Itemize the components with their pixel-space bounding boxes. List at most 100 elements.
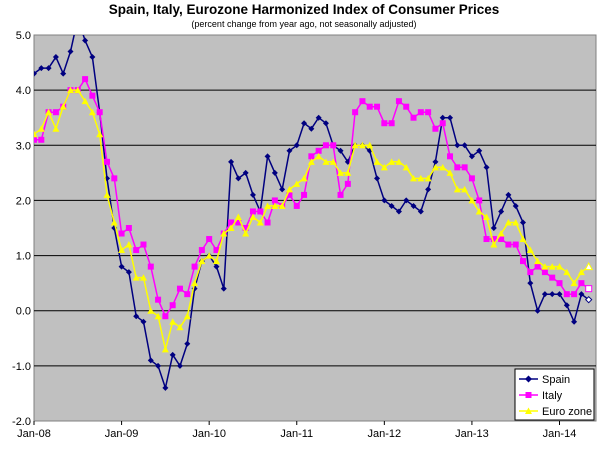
y-tick-label: 3.0 — [16, 140, 31, 152]
legend-marker-italy — [525, 392, 532, 398]
data-point-spain — [169, 351, 176, 358]
data-point-italy — [454, 164, 461, 171]
x-tick-label: Jan-09 — [105, 428, 139, 440]
data-point-italy — [242, 225, 249, 231]
data-point-italy — [34, 136, 37, 143]
data-point-euro-zone — [212, 257, 220, 265]
data-point-spain — [67, 48, 74, 55]
data-point-euro-zone — [431, 163, 439, 171]
data-point-italy — [140, 241, 147, 248]
data-point-italy — [374, 103, 381, 110]
data-point-euro-zone — [366, 141, 374, 149]
data-point-euro-zone — [446, 169, 454, 176]
data-point-italy — [425, 109, 432, 116]
y-tick-label: -1.0 — [12, 361, 31, 373]
data-point-spain — [184, 340, 191, 347]
data-point-euro-zone — [227, 224, 235, 231]
data-point-italy — [417, 109, 424, 116]
data-point-euro-zone — [534, 257, 542, 265]
data-point-spain — [322, 120, 329, 127]
data-point-italy — [410, 114, 417, 121]
chart-title: Spain, Italy, Eurozone Harmonized Index … — [108, 2, 500, 17]
legend-item-euro-zone: Euro zone — [519, 406, 592, 418]
data-point-spain — [125, 269, 132, 276]
legend-marker-euro-zone — [525, 407, 532, 414]
data-point-euro-zone — [358, 141, 366, 149]
data-point-italy — [439, 120, 446, 127]
data-point-spain — [549, 291, 556, 298]
data-point-euro-zone — [110, 218, 118, 226]
data-point-spain — [476, 147, 483, 154]
data-point-spain — [563, 302, 570, 309]
series-euro-zone — [34, 86, 594, 353]
data-point-spain — [315, 114, 322, 121]
data-point-italy — [103, 158, 110, 165]
data-point-italy — [498, 236, 505, 243]
data-point-italy — [322, 142, 329, 149]
data-point-euro-zone — [475, 207, 483, 215]
data-point-spain — [410, 202, 417, 209]
data-point-spain — [483, 164, 490, 171]
x-tick-label: Jan-08 — [17, 428, 51, 440]
data-point-italy — [147, 263, 154, 270]
data-point-euro-zone — [271, 202, 279, 209]
data-point-italy — [133, 247, 140, 254]
data-point-spain — [584, 295, 593, 304]
data-point-spain — [461, 142, 468, 149]
data-point-spain — [439, 114, 446, 121]
data-point-euro-zone — [315, 152, 323, 160]
data-point-euro-zone — [139, 274, 147, 281]
data-point-euro-zone — [103, 191, 111, 198]
data-point-spain — [293, 142, 300, 149]
data-point-italy — [366, 103, 373, 110]
data-point-italy — [155, 296, 162, 303]
data-point-euro-zone — [461, 185, 469, 193]
data-point-italy — [520, 258, 527, 265]
data-point-euro-zone — [402, 163, 410, 171]
data-point-spain — [556, 291, 563, 298]
data-point-euro-zone — [242, 230, 250, 237]
data-point-spain — [541, 291, 548, 298]
data-point-spain — [432, 158, 439, 165]
data-point-spain — [374, 175, 381, 182]
data-point-spain — [220, 285, 227, 292]
data-point-italy — [534, 263, 541, 270]
data-point-euro-zone — [147, 307, 155, 314]
legend-marker-spain — [525, 375, 532, 383]
data-point-euro-zone — [125, 241, 133, 248]
data-point-euro-zone — [88, 108, 96, 116]
data-point-euro-zone — [66, 86, 74, 94]
data-point-spain — [60, 70, 67, 77]
data-point-italy — [549, 274, 556, 281]
data-point-italy — [38, 136, 45, 143]
data-point-euro-zone — [154, 312, 162, 320]
data-point-spain — [279, 186, 286, 193]
data-point-euro-zone — [191, 279, 199, 287]
data-point-italy — [563, 291, 570, 298]
plot-area — [33, 34, 597, 422]
data-point-italy — [301, 191, 308, 198]
data-point-spain — [133, 313, 140, 320]
data-point-spain — [534, 307, 541, 314]
data-point-spain — [162, 384, 169, 391]
data-point-euro-zone — [519, 235, 527, 243]
data-point-italy — [541, 269, 548, 276]
data-point-italy — [490, 236, 497, 243]
data-point-italy — [235, 219, 242, 226]
data-point-italy — [293, 202, 300, 209]
data-point-spain — [45, 65, 52, 72]
x-axis: Jan-08 Jan-09 Jan-10 Jan-11 Jan-12 Jan-13 Jan-… — [17, 421, 576, 440]
data-point-euro-zone — [570, 279, 578, 287]
gridlines — [34, 89, 596, 367]
data-point-spain — [468, 153, 475, 160]
data-point-euro-zone — [439, 163, 447, 171]
data-point-euro-zone — [205, 252, 213, 259]
data-point-italy — [527, 269, 534, 276]
data-point-spain — [147, 357, 154, 364]
data-point-spain — [228, 158, 235, 165]
data-point-euro-zone — [118, 246, 126, 254]
data-point-euro-zone — [329, 158, 337, 165]
data-point-euro-zone — [81, 97, 89, 105]
data-point-italy — [125, 225, 132, 231]
